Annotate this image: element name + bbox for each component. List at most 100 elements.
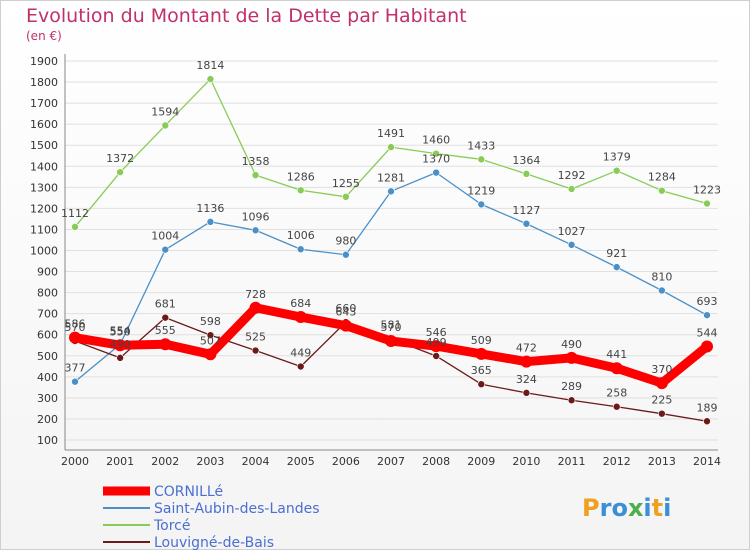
data-point (522, 170, 531, 178)
data-label: 660 (335, 302, 356, 315)
data-label: 1027 (558, 225, 586, 238)
data-label: 189 (697, 401, 718, 414)
data-label: 490 (110, 338, 131, 351)
data-point (385, 335, 397, 348)
data-point (522, 219, 531, 228)
y-tick-label: 1300 (30, 181, 58, 194)
legend-label: Saint-Aubin-des-Landes (154, 501, 320, 517)
data-label: 570 (381, 321, 402, 334)
data-label: 499 (426, 336, 447, 349)
y-tick-label: 400 (37, 371, 58, 384)
data-point (658, 286, 666, 295)
y-tick-label: 900 (37, 266, 58, 279)
data-point (249, 301, 262, 314)
data-label: 1006 (287, 229, 315, 242)
data-point (161, 245, 170, 254)
data-point (296, 245, 305, 254)
y-tick-label: 800 (37, 287, 58, 300)
y-tick-labels: 100 200 300 400 500 600 700 800 900 1000 1100 1200 1… (30, 55, 58, 447)
x-tick-label: 2009 (467, 455, 495, 468)
data-point (565, 351, 578, 364)
data-point (206, 331, 215, 339)
data-label: 684 (290, 297, 311, 310)
legend-label: Louvigné-de-Bais (154, 535, 274, 550)
data-point (116, 354, 124, 362)
data-label: 1491 (377, 127, 405, 140)
x-tick-label: 2006 (332, 455, 360, 468)
y-tick-label: 200 (37, 413, 58, 426)
chart-subtitle: (en €) (26, 29, 62, 43)
data-point (612, 402, 621, 411)
data-label: 550 (110, 325, 131, 338)
x-tick-label: 2007 (377, 455, 405, 468)
data-point (567, 185, 576, 193)
data-point (387, 143, 395, 151)
data-label: 1292 (558, 169, 586, 182)
data-point (251, 171, 260, 179)
x-tick-label: 2008 (422, 455, 450, 468)
data-label: 1358 (242, 155, 270, 168)
data-point (159, 338, 172, 351)
data-point (206, 218, 215, 226)
data-label: 490 (561, 338, 582, 351)
data-label: 728 (245, 288, 266, 301)
data-point (430, 340, 443, 353)
x-tick-label: 2010 (512, 455, 540, 468)
data-label: 324 (516, 373, 537, 386)
data-label: 643 (335, 306, 356, 319)
data-point (520, 355, 533, 368)
y-tick-label: 1500 (30, 139, 58, 152)
chart-title: Evolution du Montant de la Dette par Hab… (26, 5, 467, 27)
data-point (296, 362, 305, 371)
x-tick-label: 2013 (648, 455, 676, 468)
series-0 (69, 301, 713, 390)
axes (64, 54, 718, 451)
x-tick-label: 2003 (196, 455, 224, 468)
data-label: 1004 (151, 230, 179, 243)
logo-text: Proxiti (582, 494, 671, 522)
data-point (206, 75, 215, 83)
data-label: 1372 (106, 152, 134, 165)
data-point (251, 226, 260, 235)
data-label: 449 (290, 347, 311, 360)
x-tick-label: 2004 (242, 455, 270, 468)
data-label: 1112 (61, 207, 89, 220)
data-point (432, 352, 440, 360)
data-point (161, 121, 170, 130)
data-point (477, 155, 486, 164)
data-point (204, 348, 217, 361)
data-point (567, 396, 576, 405)
grid (65, 60, 718, 441)
y-tick-label: 1100 (30, 223, 58, 236)
data-point (339, 319, 352, 332)
data-point (387, 187, 395, 196)
data-label: 581 (381, 319, 402, 332)
series-2 (71, 75, 711, 231)
data-label: 693 (697, 295, 718, 308)
data-label: 546 (426, 326, 447, 339)
data-label: 921 (606, 247, 627, 260)
legend-label: CORNILLé (154, 484, 223, 500)
data-point (71, 223, 79, 231)
data-label: 1223 (693, 184, 721, 197)
data-label: 1370 (422, 153, 450, 166)
data-point (567, 241, 576, 249)
data-label: 1460 (422, 134, 450, 147)
data-label: 1594 (151, 105, 179, 118)
data-point (655, 377, 668, 390)
data-label: 1379 (603, 151, 631, 164)
data-point (342, 193, 350, 201)
data-label: 681 (155, 298, 176, 311)
data-label: 1284 (648, 171, 676, 184)
y-tick-label: 100 (37, 434, 58, 447)
data-label: 289 (561, 380, 582, 393)
data-labels: 1112 1372 1594 1814 1358 1286 1255 1491 1460 1433… (61, 59, 721, 414)
y-tick-label: 600 (37, 329, 58, 342)
x-tick-label: 2005 (287, 455, 315, 468)
data-label: 225 (651, 394, 672, 407)
data-label: 1286 (287, 170, 315, 183)
data-label: 554 (110, 324, 131, 337)
data-label: 441 (606, 348, 627, 361)
